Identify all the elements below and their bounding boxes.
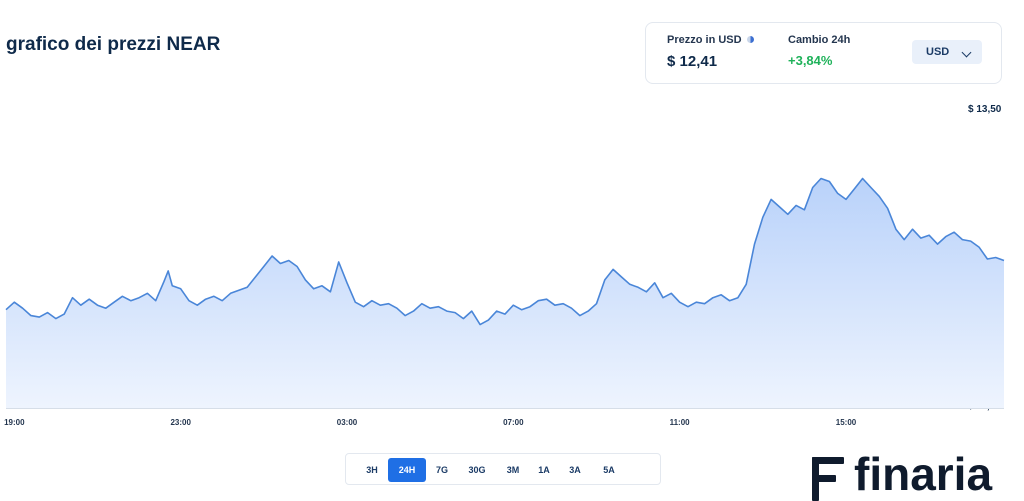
x-tick-label: 19:00 [4,418,25,427]
range-button-24h[interactable]: 24H [388,458,426,482]
range-button-3h[interactable]: 3H [366,465,378,475]
range-button-3m[interactable]: 3M [506,465,520,475]
x-tick-label: 23:00 [170,418,191,427]
price-chart[interactable]: 19:00 23:00 03:00 07:00 11:00 15:00 [0,0,1024,440]
time-range-selector: 3H 24H 7G 30G 3M 1A 3A 5A [345,453,661,485]
x-tick-label: 07:00 [503,418,524,427]
price-label: Prezzo in USD [667,34,742,46]
finaria-logo: finaria [812,451,1024,501]
price-value: $ 12,41 [667,53,718,70]
currency-label: USD [926,46,950,58]
y-tick-top: $ 13,50 [968,104,1002,115]
x-tick-label: 11:00 [670,418,691,427]
x-tick-label: 03:00 [337,418,358,427]
page-title: grafico dei prezzi NEAR [6,34,221,55]
range-button-7g[interactable]: 7G [435,465,448,475]
range-button-5a[interactable]: 5A [603,465,615,475]
change-value: +3,84% [788,53,833,68]
logo-text: finaria [854,451,993,500]
currency-select[interactable]: USD [912,40,982,64]
range-button-3a[interactable]: 3A [569,465,581,475]
price-line [5,177,1005,326]
price-area-fill [6,178,1004,408]
price-label-wrap: Prezzo in USD [667,34,754,46]
info-icon[interactable] [746,36,754,43]
x-tick-label: 15:00 [836,418,857,427]
range-button-1a[interactable]: 1A [538,465,550,475]
logo-mark-icon [812,455,844,501]
price-summary-box: Prezzo in USD $ 12,41 Cambio 24h +3,84% … [645,22,1002,84]
change-label: Cambio 24h [788,34,851,46]
range-button-30g[interactable]: 30G [468,465,486,475]
